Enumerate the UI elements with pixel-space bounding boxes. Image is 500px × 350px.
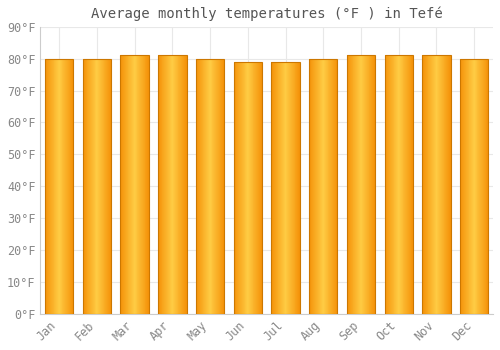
- Bar: [272, 62, 299, 314]
- Bar: [234, 62, 262, 314]
- Bar: [83, 59, 111, 314]
- Title: Average monthly temperatures (°F ) in Tefé: Average monthly temperatures (°F ) in Te…: [91, 7, 443, 21]
- Bar: [45, 59, 74, 314]
- Bar: [158, 56, 186, 314]
- Bar: [309, 59, 338, 314]
- Bar: [384, 56, 413, 314]
- Bar: [460, 59, 488, 314]
- Bar: [422, 56, 450, 314]
- Bar: [120, 56, 149, 314]
- Bar: [196, 59, 224, 314]
- Bar: [347, 56, 375, 314]
